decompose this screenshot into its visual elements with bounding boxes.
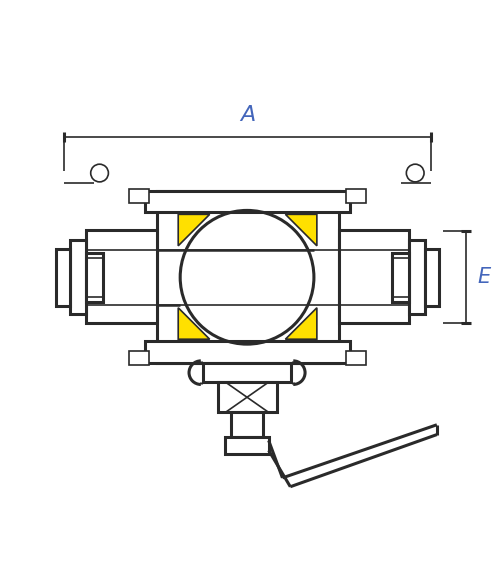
Bar <box>70 240 86 313</box>
Bar <box>56 249 70 306</box>
Text: E: E <box>478 267 490 287</box>
Bar <box>145 341 350 363</box>
Text: A: A <box>240 105 255 125</box>
Bar <box>226 437 268 454</box>
Bar <box>203 363 292 383</box>
Bar <box>392 252 409 302</box>
Bar <box>338 230 409 323</box>
Bar <box>346 189 366 203</box>
Polygon shape <box>286 214 317 246</box>
Bar <box>145 191 350 212</box>
Polygon shape <box>178 308 210 339</box>
Bar <box>410 240 425 313</box>
Bar <box>129 351 148 365</box>
Bar <box>218 383 276 412</box>
Bar <box>86 230 156 323</box>
Bar <box>425 249 439 306</box>
Bar <box>156 191 338 363</box>
Bar <box>232 412 263 437</box>
Bar <box>346 351 366 365</box>
Polygon shape <box>286 308 317 339</box>
Bar <box>86 252 104 302</box>
Bar <box>129 189 148 203</box>
Polygon shape <box>178 214 210 246</box>
